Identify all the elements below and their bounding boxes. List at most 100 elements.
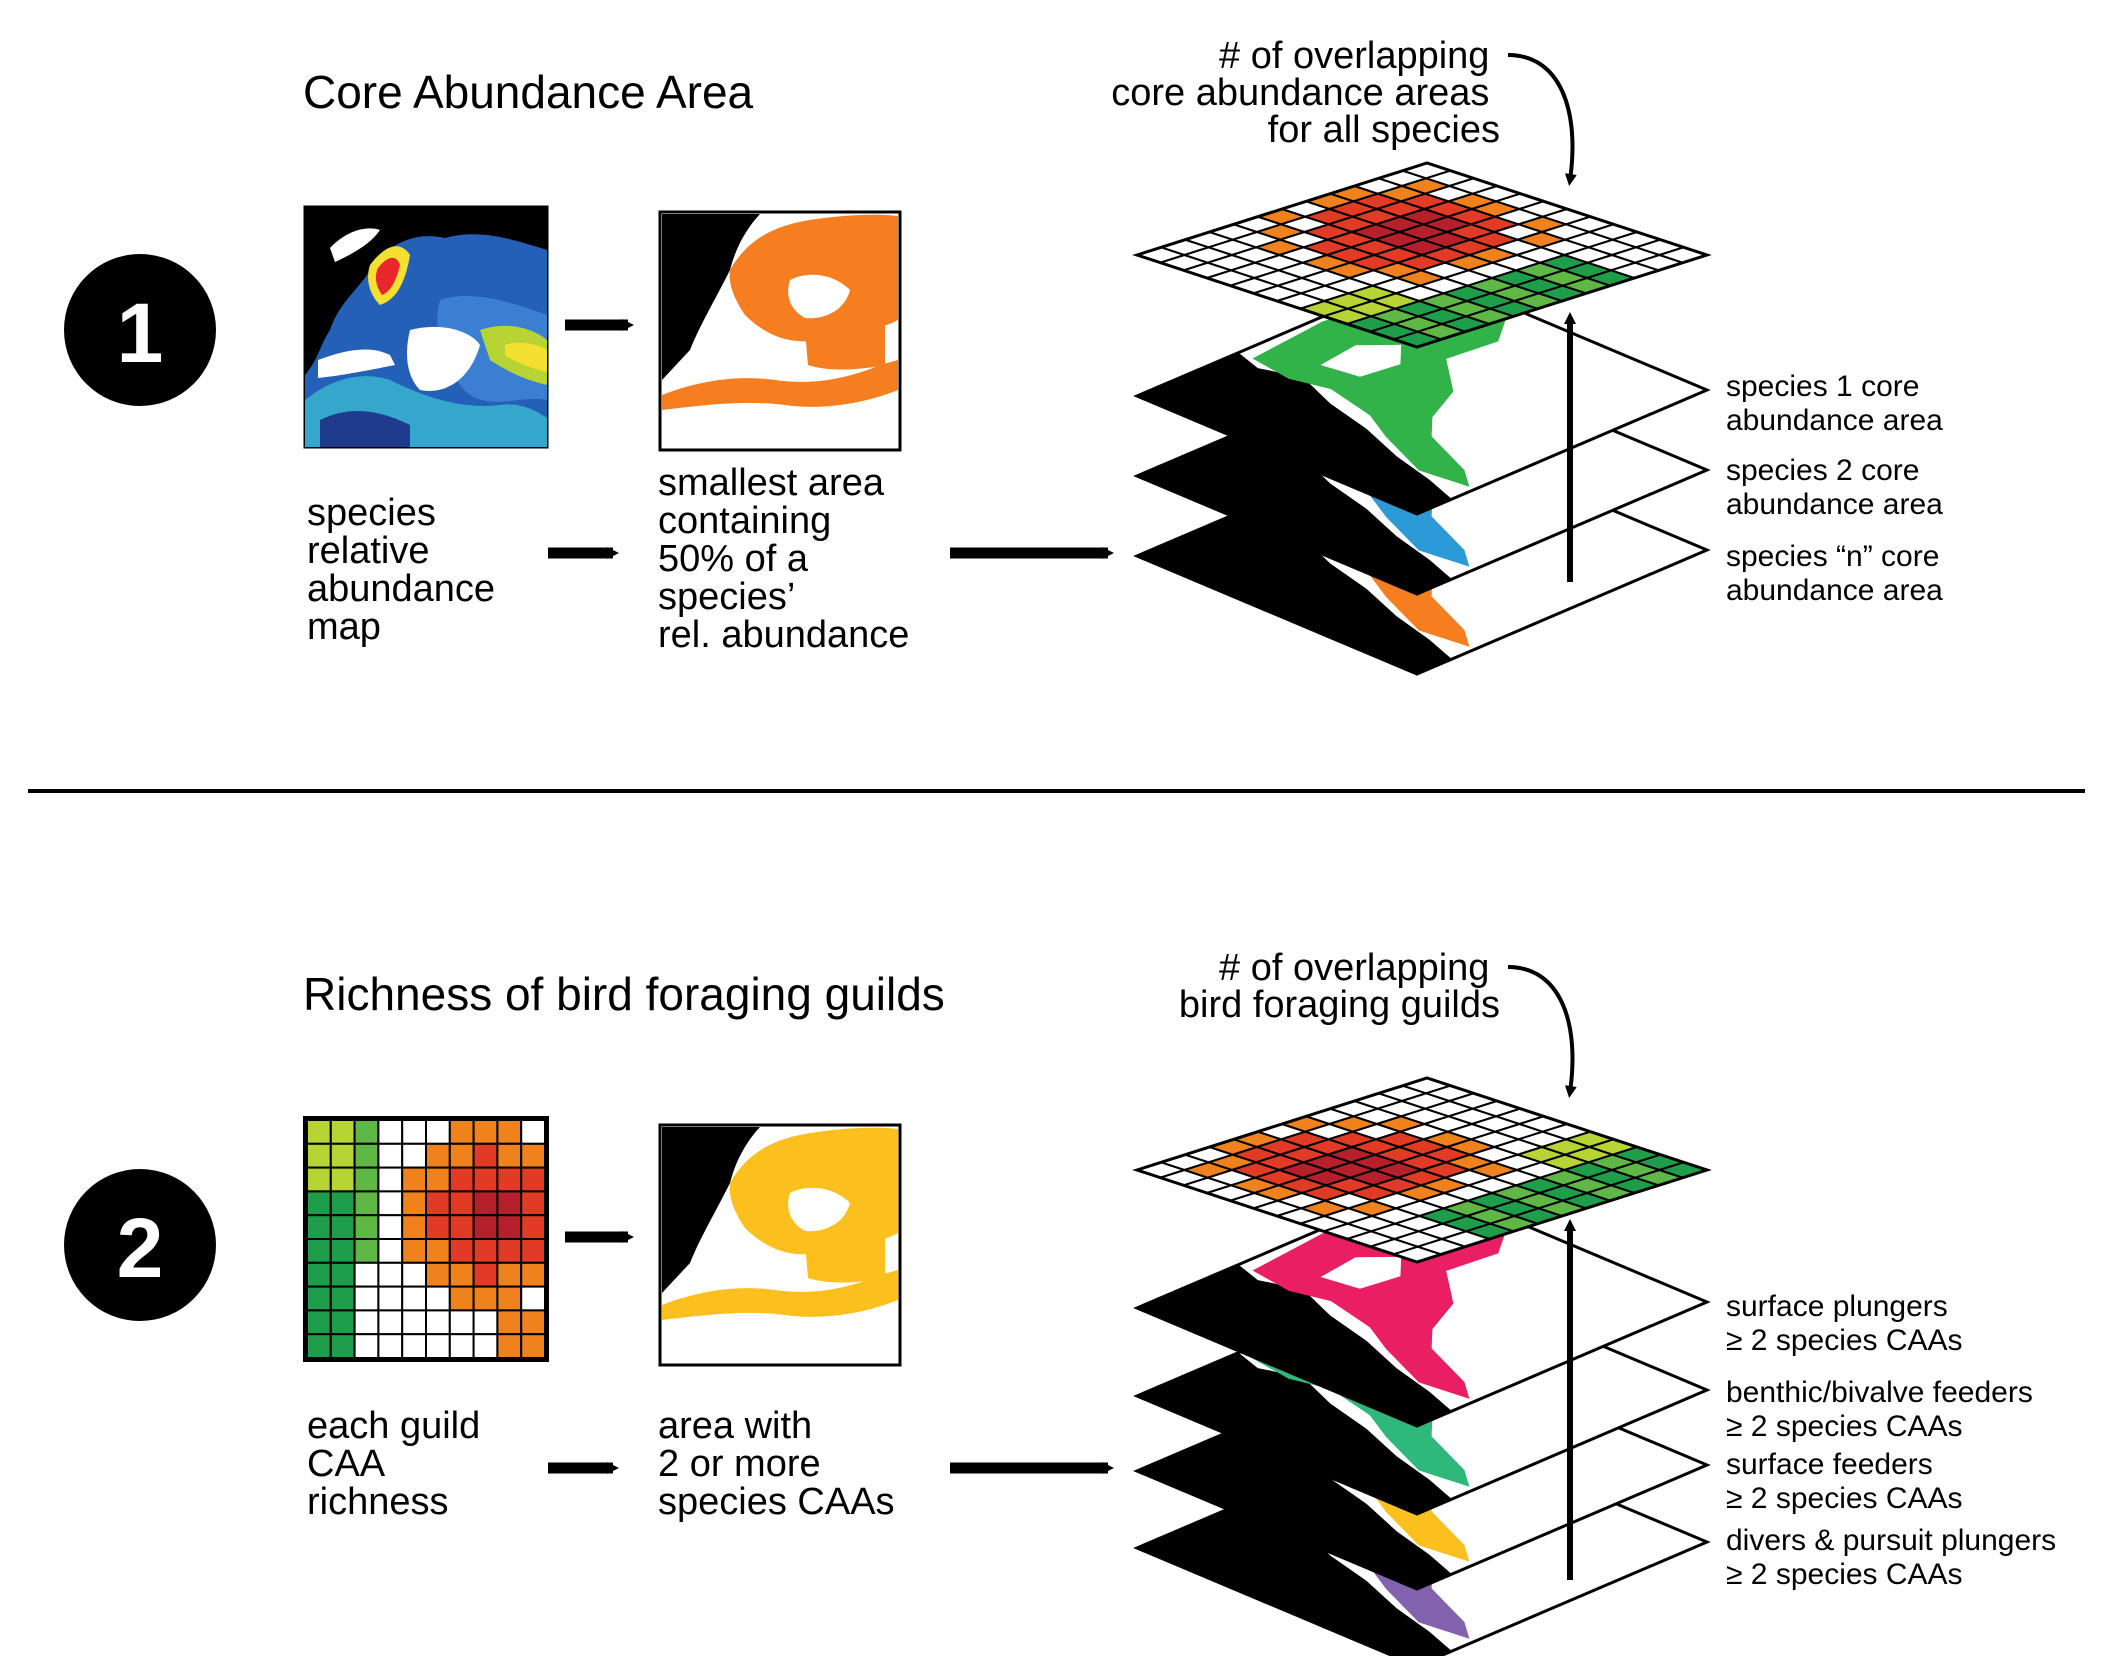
richness-cell <box>329 1333 356 1359</box>
richness-cell <box>306 1238 332 1264</box>
richness-cell <box>520 1119 547 1145</box>
curved-arrow-to-grid <box>1507 53 1577 186</box>
richness-cell <box>353 1119 380 1145</box>
guild-area-map <box>658 1123 902 1367</box>
guild-richness-caption: each guild CAA richness <box>307 1405 491 1523</box>
section-1-number: 1 <box>117 286 164 380</box>
richness-cell <box>329 1285 356 1312</box>
richness-cell <box>520 1190 547 1217</box>
richness-cell <box>425 1190 451 1217</box>
richness-cell <box>448 1142 475 1169</box>
richness-cell <box>306 1190 332 1217</box>
guild-richness-grid <box>303 1116 549 1362</box>
richness-cell <box>472 1285 499 1312</box>
section-1-title: Core Abundance Area <box>303 66 754 118</box>
relative-abundance-map <box>303 205 549 449</box>
richness-cell <box>329 1190 356 1217</box>
richness-cell <box>306 1142 332 1169</box>
overlap-grid <box>1132 161 1712 349</box>
richness-cell <box>353 1166 380 1193</box>
richness-cell <box>401 1333 428 1359</box>
richness-cell <box>377 1142 404 1169</box>
richness-cell <box>448 1214 475 1240</box>
richness-cell <box>448 1261 475 1288</box>
richness-cell <box>377 1214 404 1240</box>
richness-cell <box>425 1214 451 1240</box>
section-2-number: 2 <box>117 1201 164 1295</box>
richness-cell <box>448 1285 475 1312</box>
richness-cell <box>472 1142 499 1169</box>
richness-cell <box>520 1238 547 1264</box>
layer-label-divers: divers & pursuit plungers ≥ 2 species CA… <box>1726 1524 2065 1591</box>
richness-cell <box>520 1261 547 1288</box>
layer-label-benthic: benthic/bivalve feeders ≥ 2 species CAAs <box>1726 1376 2041 1443</box>
section-2-title: Richness of bird foraging guilds <box>303 968 945 1020</box>
richness-cell <box>425 1309 451 1336</box>
richness-cell <box>401 1309 428 1336</box>
richness-cell <box>306 1285 332 1312</box>
richness-cell <box>472 1119 499 1145</box>
richness-cell <box>496 1190 523 1217</box>
richness-cell <box>496 1261 523 1288</box>
richness-cell <box>496 1142 523 1169</box>
richness-cell <box>353 1309 380 1336</box>
layer-stack <box>1132 161 1712 676</box>
richness-cell <box>472 1333 499 1359</box>
richness-cell <box>401 1261 428 1288</box>
richness-cell <box>377 1285 404 1312</box>
richness-cell <box>425 1238 451 1264</box>
richness-cell <box>377 1119 404 1145</box>
guild-overlap-grid <box>1132 1076 1712 1264</box>
richness-cell <box>353 1285 380 1312</box>
richness-cell <box>520 1214 547 1240</box>
richness-cell <box>472 1166 499 1193</box>
richness-cell <box>496 1309 523 1336</box>
richness-cell <box>520 1166 547 1193</box>
richness-cell <box>472 1238 499 1264</box>
richness-cell <box>377 1309 404 1336</box>
richness-cell <box>520 1285 547 1312</box>
guild-overlap-caption: # of overlapping bird foraging guilds <box>1179 947 1500 1026</box>
richness-cell <box>306 1166 332 1193</box>
abundance-map-caption: species relative abundance map <box>307 492 506 648</box>
richness-cell <box>306 1119 332 1145</box>
richness-cell <box>306 1261 332 1288</box>
richness-cell <box>472 1261 499 1288</box>
richness-cell <box>401 1142 428 1169</box>
richness-cell <box>401 1166 428 1193</box>
richness-cell <box>520 1333 547 1359</box>
richness-cell <box>401 1285 428 1312</box>
richness-cell <box>520 1309 547 1336</box>
richness-cell <box>401 1238 428 1264</box>
richness-cell <box>401 1119 428 1145</box>
layer-label-species-2: species 2 core abundance area <box>1726 454 1943 521</box>
richness-cell <box>353 1214 380 1240</box>
layer-label-surface-plungers: surface plungers ≥ 2 species CAAs <box>1726 1290 1963 1357</box>
richness-cell <box>472 1190 499 1217</box>
richness-cell <box>377 1166 404 1193</box>
richness-cell <box>329 1261 356 1288</box>
richness-cell <box>306 1214 332 1240</box>
richness-cell <box>425 1285 451 1312</box>
richness-cell <box>353 1238 380 1264</box>
richness-cell <box>353 1261 380 1288</box>
richness-cell <box>377 1238 404 1264</box>
richness-cell <box>425 1166 451 1193</box>
guild-layer-stack <box>1132 1076 1712 1656</box>
layer-label-species-1: species 1 core abundance area <box>1726 370 1943 437</box>
richness-cell <box>377 1190 404 1217</box>
richness-cell <box>425 1333 451 1359</box>
richness-cell <box>329 1238 356 1264</box>
richness-cell <box>496 1238 523 1264</box>
richness-cell <box>329 1142 356 1169</box>
richness-cell <box>401 1214 428 1240</box>
richness-cell <box>377 1333 404 1359</box>
layer-label-surface-feeders: surface feeders ≥ 2 species CAAs <box>1726 1448 1963 1515</box>
section-1: 1 Core Abundance Area <box>64 35 1943 676</box>
richness-cell <box>496 1214 523 1240</box>
richness-cell <box>448 1333 475 1359</box>
richness-cell <box>448 1238 475 1264</box>
richness-cell <box>448 1309 475 1336</box>
richness-cell <box>496 1333 523 1359</box>
